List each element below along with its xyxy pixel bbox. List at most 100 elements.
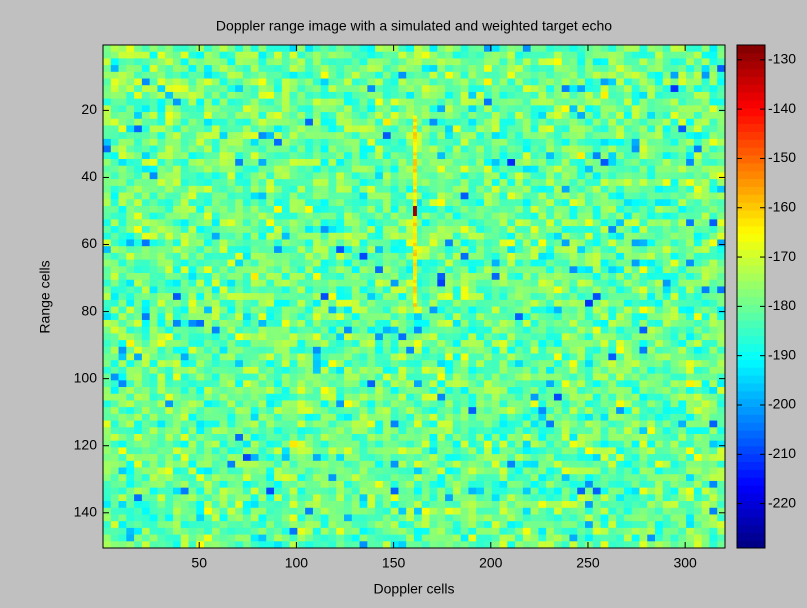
noise-cell xyxy=(289,299,298,307)
noise-cell xyxy=(507,159,516,167)
noise-cell xyxy=(134,319,143,327)
noise-cell xyxy=(468,152,477,160)
noise-cell xyxy=(577,507,586,515)
noise-cell xyxy=(421,380,430,388)
noise-cell xyxy=(375,313,384,321)
noise-cell xyxy=(266,152,275,160)
noise-cell xyxy=(141,460,150,468)
noise-cell xyxy=(452,172,461,180)
noise-cell xyxy=(141,313,150,321)
noise-cell xyxy=(437,460,446,468)
noise-cell xyxy=(289,51,298,59)
noise-cell xyxy=(359,152,368,160)
noise-cell xyxy=(134,521,143,529)
noise-cell xyxy=(429,413,438,421)
noise-cell xyxy=(110,487,119,495)
noise-cell xyxy=(429,205,438,213)
noise-cell xyxy=(546,199,555,207)
noise-cell xyxy=(499,51,508,59)
noise-cell xyxy=(398,454,407,462)
noise-cell xyxy=(141,326,150,334)
noise-cell xyxy=(569,527,578,535)
noise-cell xyxy=(577,387,586,395)
noise-cell xyxy=(390,105,399,113)
noise-cell xyxy=(460,185,469,193)
noise-cell xyxy=(242,306,252,314)
noise-cell xyxy=(219,527,228,535)
noise-cell xyxy=(476,219,485,227)
noise-cell xyxy=(204,199,213,207)
noise-cell xyxy=(180,346,189,354)
noise-cell xyxy=(577,494,586,502)
noise-cell xyxy=(211,266,220,274)
noise-cell xyxy=(258,71,267,79)
noise-cell xyxy=(600,78,609,86)
noise-cell xyxy=(491,212,500,220)
noise-cell xyxy=(351,65,360,73)
noise-cell xyxy=(538,413,547,421)
noise-cell xyxy=(266,51,275,59)
noise-cell xyxy=(468,112,477,120)
noise-cell xyxy=(515,246,524,254)
noise-cell xyxy=(305,360,314,368)
noise-cell xyxy=(546,353,555,361)
noise-cell xyxy=(515,541,524,549)
noise-cell xyxy=(530,366,539,374)
noise-cell xyxy=(118,454,127,462)
noise-cell xyxy=(460,360,469,368)
noise-cell xyxy=(608,246,617,254)
noise-cell xyxy=(592,413,601,421)
noise-cell xyxy=(118,333,127,341)
noise-cell xyxy=(134,239,143,247)
noise-cell xyxy=(188,85,197,93)
noise-cell xyxy=(476,185,485,193)
noise-cell xyxy=(429,427,438,435)
noise-cell xyxy=(561,45,570,53)
noise-cell xyxy=(437,85,446,93)
noise-cell xyxy=(134,246,143,254)
noise-cell xyxy=(476,433,485,441)
noise-cell xyxy=(172,527,182,535)
noise-cell xyxy=(460,440,469,448)
noise-cell xyxy=(577,514,586,522)
noise-cell xyxy=(266,259,275,267)
noise-cell xyxy=(297,145,306,153)
noise-cell xyxy=(530,138,539,146)
noise-cell xyxy=(227,145,236,153)
noise-cell xyxy=(522,387,531,395)
noise-cell xyxy=(546,387,555,395)
noise-cell xyxy=(281,98,290,106)
noise-cell xyxy=(165,219,174,227)
noise-cell xyxy=(445,346,454,354)
noise-cell xyxy=(538,366,547,374)
noise-cell xyxy=(530,400,539,408)
noise-cell xyxy=(414,433,423,441)
noise-cell xyxy=(242,85,252,93)
noise-cell xyxy=(242,534,252,542)
noise-cell xyxy=(204,541,213,549)
noise-cell xyxy=(421,279,430,287)
noise-cell xyxy=(359,279,368,287)
noise-cell xyxy=(460,219,469,227)
noise-cell xyxy=(382,71,391,79)
noise-cell xyxy=(577,138,586,146)
noise-cell xyxy=(421,98,430,106)
noise-cell xyxy=(437,474,446,482)
noise-cell xyxy=(553,226,563,234)
noise-cell xyxy=(165,447,174,455)
noise-cell xyxy=(196,132,205,140)
noise-cell xyxy=(281,521,290,529)
noise-cell xyxy=(305,480,314,488)
noise-cell xyxy=(468,65,477,73)
noise-cell xyxy=(553,333,563,341)
noise-cell xyxy=(538,185,547,193)
noise-cell xyxy=(172,514,182,522)
noise-cell xyxy=(157,319,166,327)
noise-cell xyxy=(437,71,446,79)
noise-cell xyxy=(103,467,112,475)
noise-cell xyxy=(390,400,399,408)
noise-cell xyxy=(483,199,493,207)
noise-cell xyxy=(359,219,368,227)
noise-cell xyxy=(460,413,469,421)
noise-cell xyxy=(320,353,329,361)
